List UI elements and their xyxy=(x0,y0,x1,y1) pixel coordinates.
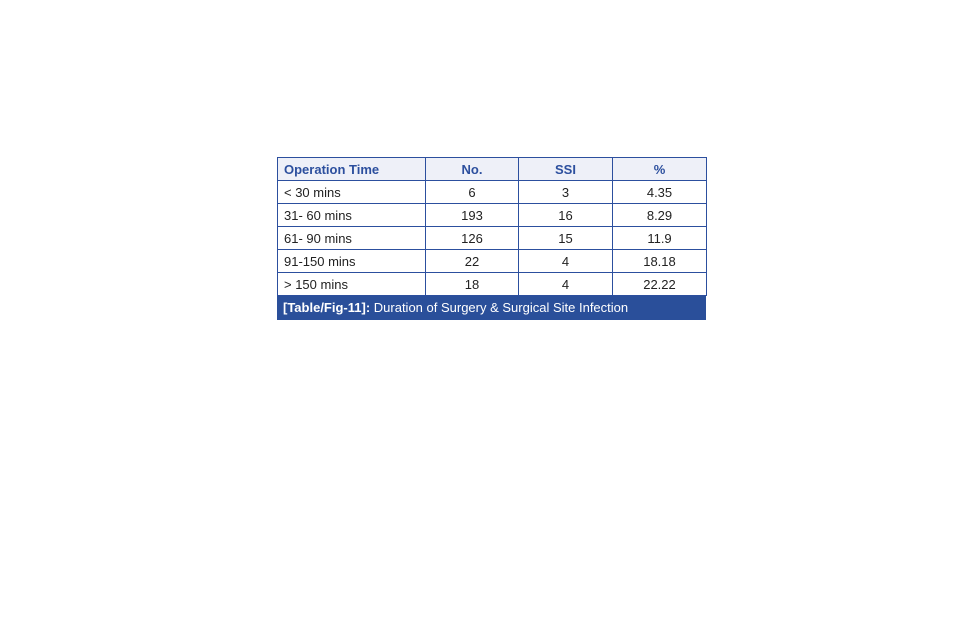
header-operation-time: Operation Time xyxy=(277,157,426,181)
cell-operation-time: < 30 mins xyxy=(277,180,426,204)
data-table: Operation Time No. SSI % < 30 mins 6 3 4.35… xyxy=(277,157,707,296)
table-row: < 30 mins 6 3 4.35 xyxy=(277,180,707,204)
table-row: 61- 90 mins 126 15 11.9 xyxy=(277,226,707,250)
cell-percent: 18.18 xyxy=(612,249,707,273)
caption-text: Duration of Surgery & Surgical Site Infe… xyxy=(370,300,629,315)
cell-no: 18 xyxy=(425,272,519,296)
cell-percent: 22.22 xyxy=(612,272,707,296)
cell-ssi: 16 xyxy=(518,203,613,227)
caption-label: [Table/Fig-11]: xyxy=(283,300,371,315)
cell-ssi: 4 xyxy=(518,249,613,273)
cell-operation-time: > 150 mins xyxy=(277,272,426,296)
data-table-figure: Operation Time No. SSI % < 30 mins 6 3 4.35… xyxy=(277,157,707,320)
cell-no: 6 xyxy=(425,180,519,204)
cell-operation-time: 61- 90 mins xyxy=(277,226,426,250)
cell-no: 22 xyxy=(425,249,519,273)
cell-no: 126 xyxy=(425,226,519,250)
header-ssi: SSI xyxy=(518,157,613,181)
table-row: 91-150 mins 22 4 18.18 xyxy=(277,249,707,273)
table-header-row: Operation Time No. SSI % xyxy=(277,157,707,181)
cell-percent: 8.29 xyxy=(612,203,707,227)
cell-operation-time: 91-150 mins xyxy=(277,249,426,273)
cell-operation-time: 31- 60 mins xyxy=(277,203,426,227)
table-row: 31- 60 mins 193 16 8.29 xyxy=(277,203,707,227)
cell-ssi: 3 xyxy=(518,180,613,204)
cell-percent: 4.35 xyxy=(612,180,707,204)
cell-percent: 11.9 xyxy=(612,226,707,250)
table-row: > 150 mins 18 4 22.22 xyxy=(277,272,707,296)
cell-ssi: 15 xyxy=(518,226,613,250)
cell-no: 193 xyxy=(425,203,519,227)
table-caption: [Table/Fig-11]: Duration of Surgery & Su… xyxy=(277,296,706,320)
header-no: No. xyxy=(425,157,519,181)
header-percent: % xyxy=(612,157,707,181)
cell-ssi: 4 xyxy=(518,272,613,296)
